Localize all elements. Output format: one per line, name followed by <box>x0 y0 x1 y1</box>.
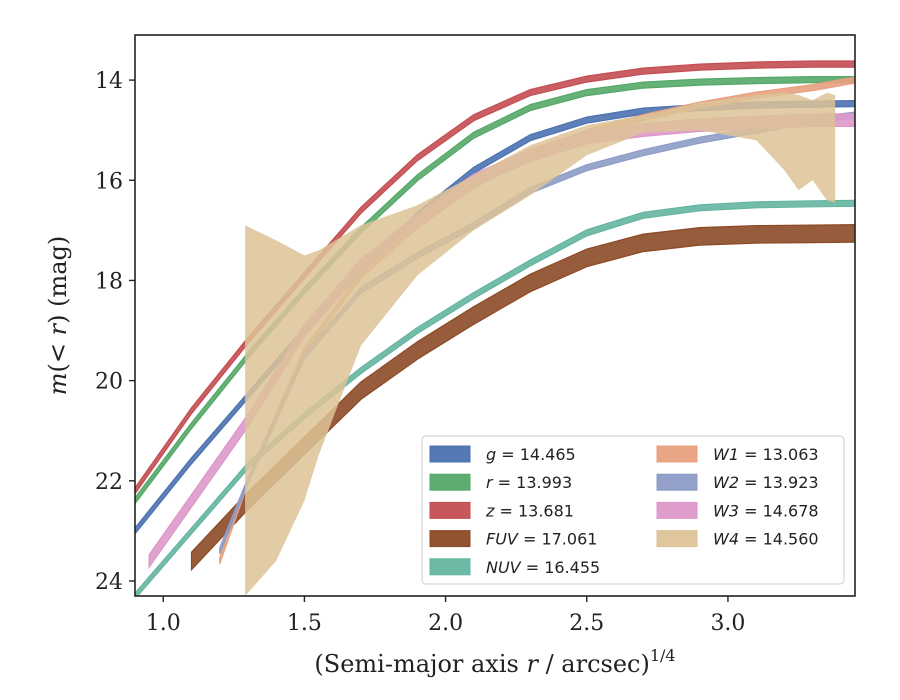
y-tick-label: 20 <box>95 370 123 395</box>
legend-label-w3: W3 = 14.678 <box>713 501 819 520</box>
legend-swatch-fuv <box>429 530 471 548</box>
legend: g = 14.465 r = 13.993 z = 13.681 FUV = 17.0… <box>421 435 845 585</box>
legend-label-w2: W2 = 13.923 <box>713 473 819 492</box>
legend-label-g: g = 14.465 <box>486 445 576 464</box>
legend-swatch-w1 <box>656 445 698 463</box>
plot-frame <box>134 34 856 597</box>
series-band-w4 <box>245 92 836 596</box>
y-axis-label: m(< r) (mag) <box>44 236 72 396</box>
legend-box <box>421 435 845 585</box>
x-axis-ticks: 1.0 1.5 2.0 2.5 3.0 <box>146 596 745 636</box>
series-band-fuv <box>190 223 855 572</box>
x-tick-label: 2.0 <box>428 611 463 636</box>
legend-swatch-nuv <box>429 558 471 576</box>
y-tick-label: 14 <box>95 69 123 94</box>
legend-label-fuv: FUV = 17.061 <box>486 530 597 549</box>
x-axis-label: (Semi-major axis r / arcsec)1/4 <box>314 646 675 678</box>
legend-swatch-w3 <box>656 501 698 519</box>
legend-label-z: z = 13.681 <box>485 501 574 520</box>
x-tick-label: 1.5 <box>287 611 322 636</box>
x-tick-label: 3.0 <box>710 611 745 636</box>
series-band-z <box>135 60 855 495</box>
y-axis-ticks: 14 16 18 20 22 24 <box>95 69 135 595</box>
legend-swatch-w4 <box>656 530 698 548</box>
y-tick-label: 24 <box>95 570 123 595</box>
legend-label-nuv: NUV = 16.455 <box>486 558 600 577</box>
x-tick-label: 2.5 <box>569 611 604 636</box>
legend-swatch-r <box>429 473 471 491</box>
legend-label-w1: W1 = 13.063 <box>713 445 819 464</box>
y-tick-label: 18 <box>95 269 123 294</box>
y-tick-label: 16 <box>95 169 123 194</box>
x-tick-label: 1.0 <box>146 611 181 636</box>
legend-label-w4: W4 = 14.560 <box>713 530 819 549</box>
legend-label-r: r = 13.993 <box>486 473 572 492</box>
legend-swatch-g <box>429 445 471 463</box>
legend-swatch-z <box>429 501 471 519</box>
plot-area <box>135 60 855 596</box>
legend-swatch-w2 <box>656 473 698 491</box>
y-tick-label: 22 <box>95 470 123 495</box>
